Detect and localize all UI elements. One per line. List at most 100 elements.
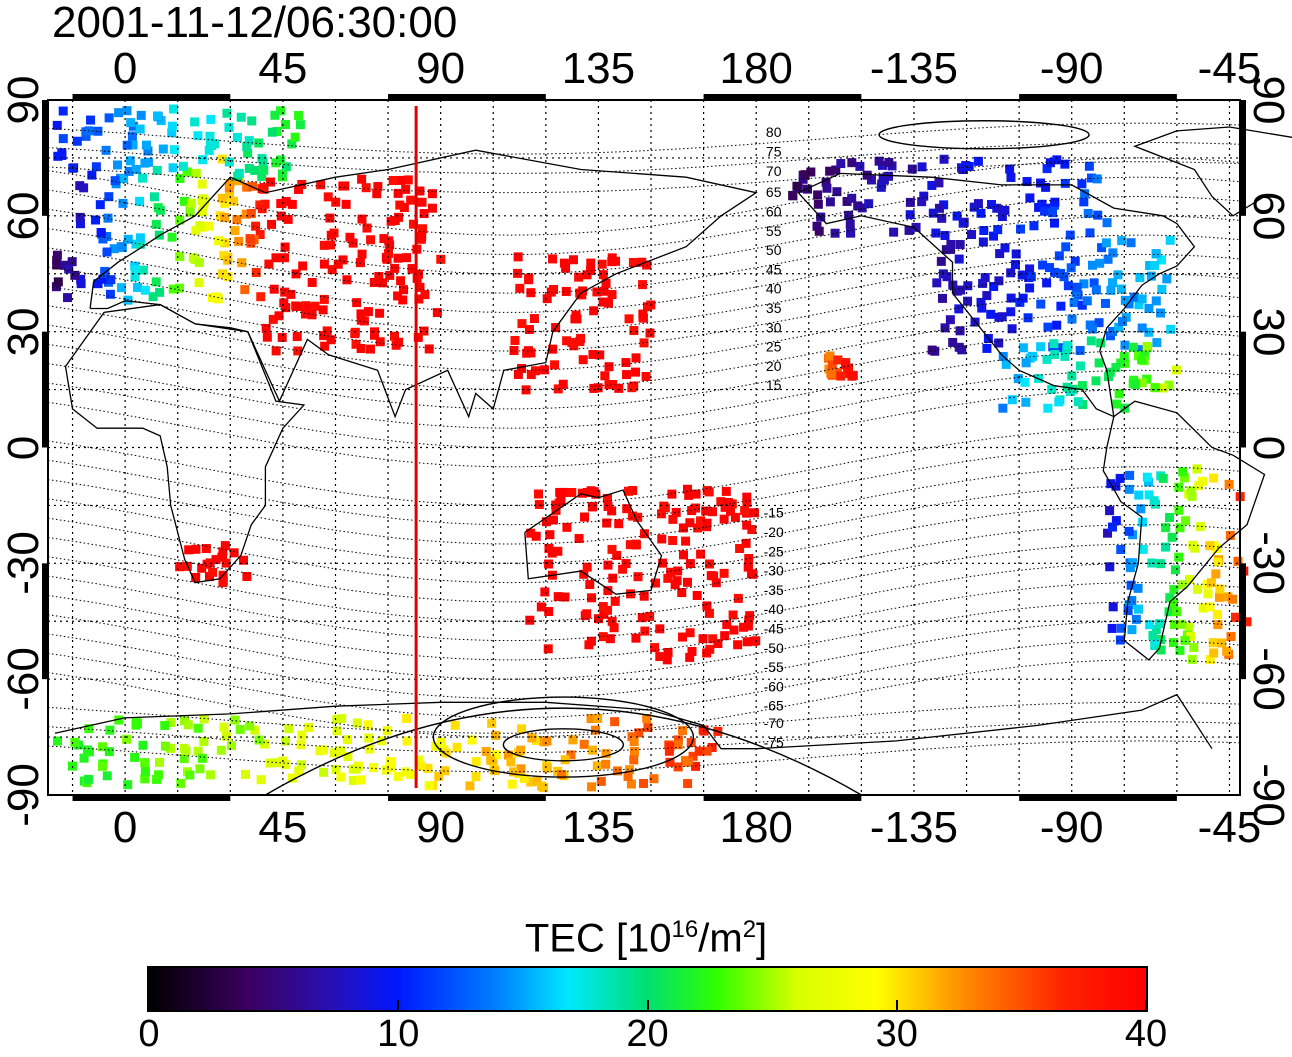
tec-cell-n-america-north — [1036, 178, 1046, 188]
tec-cell-antarctica — [386, 762, 396, 772]
tec-cell-asia-central — [283, 214, 293, 224]
tec-cell-australia — [704, 608, 714, 618]
tec-cell-antarctica — [381, 765, 391, 775]
tec-cell-europe — [79, 183, 89, 193]
tec-cell-australia — [618, 564, 628, 574]
mag-contour — [47, 620, 1241, 700]
coastline — [54, 693, 1213, 750]
tec-cell-n-america-east — [1101, 238, 1111, 248]
tec-cell-s-america — [1127, 625, 1137, 635]
tec-cell-antarctica — [601, 749, 611, 759]
tec-cell-n-america-north — [836, 159, 846, 169]
tec-cell-australia — [588, 502, 598, 512]
tec-cell-europe — [151, 277, 161, 287]
tec-cell-n-america-north — [934, 203, 944, 213]
tec-cell-arctic-europe — [198, 155, 208, 165]
tec-cell-australia — [726, 506, 736, 516]
tec-cell-europe — [197, 179, 207, 189]
tec-cell-n-america-north — [931, 228, 941, 238]
contour-label: 80 — [766, 124, 782, 140]
tec-cell-n-america-north — [928, 208, 938, 218]
tec-cell-asia-central — [362, 223, 372, 233]
tec-cell-asia-east — [553, 384, 563, 394]
tec-cell-asia-east — [586, 258, 596, 268]
tec-cell-australia — [671, 507, 681, 517]
tec-cell-asia-east — [524, 275, 534, 285]
tec-cell-australia — [655, 624, 665, 634]
tec-cell-asia-central — [419, 209, 429, 219]
tec-cell-europe — [251, 221, 261, 231]
tec-cell-caribbean — [1142, 341, 1152, 351]
contour-label: 45 — [766, 261, 782, 277]
tec-cell-europe — [207, 293, 217, 303]
tec-cell-n-america-north — [857, 203, 867, 213]
tec-cell-australia — [526, 528, 536, 538]
tec-cell-europe — [103, 213, 113, 223]
tec-cell-europe — [52, 250, 62, 260]
tec-cell-caribbean — [1001, 359, 1011, 369]
tec-cell-caribbean — [1091, 376, 1101, 386]
tec-cell-n-america-east — [1129, 292, 1139, 302]
tec-cell-asia-central — [287, 199, 297, 209]
tec-cell-antarctica — [70, 737, 80, 747]
tec-cell-antarctica — [363, 720, 373, 730]
tec-cell-s-america — [1108, 602, 1118, 612]
tec-cell-australia — [582, 562, 592, 572]
tec-cell-arctic-europe — [193, 131, 203, 141]
tec-cell-arctic-europe — [275, 155, 285, 165]
tec-cell-asia-central — [418, 224, 428, 234]
tec-cell-caribbean — [1094, 358, 1104, 368]
tec-cell-australia — [544, 559, 554, 569]
tec-cell-asia-central — [338, 255, 348, 265]
tec-cell-asia-central — [351, 339, 361, 349]
tec-cell-arctic-europe — [294, 110, 304, 120]
tec-cell-australia — [594, 614, 604, 624]
tec-cell-arctic-europe — [271, 158, 281, 168]
tec-cell-arctic-europe — [167, 128, 177, 138]
tec-cell-n-america-east — [1087, 260, 1097, 270]
tec-cell-n-america-north — [967, 230, 977, 240]
tec-cell-asia-central — [307, 310, 317, 320]
tec-cell-asia-east — [588, 349, 598, 359]
tec-cell-asia-east — [622, 370, 632, 380]
tec-cell-antarctica — [642, 713, 652, 723]
mag-contour — [47, 253, 1241, 333]
tec-cell-europe — [220, 212, 230, 222]
lat-tick-right: 60 — [1244, 191, 1292, 241]
tec-cell-europe — [168, 284, 178, 294]
tec-cell-australia — [567, 488, 577, 498]
tec-cell-europe — [229, 196, 239, 206]
tec-cell-antarctica — [281, 736, 291, 746]
tec-cell-antarctica — [686, 738, 696, 748]
tec-cell-antarctica — [702, 746, 712, 756]
mag-contour — [47, 195, 1241, 275]
tec-cell-asia-central — [375, 337, 385, 347]
tec-cell-caribbean — [1137, 355, 1147, 365]
tec-cell-europe — [106, 275, 116, 285]
tec-cell-europe — [197, 207, 207, 217]
tec-cell-n-america-east — [1007, 324, 1017, 334]
tec-cell-n-america-east — [978, 278, 988, 288]
tec-cell-n-america-north — [1077, 179, 1087, 189]
tec-cell-s-america — [1156, 635, 1166, 645]
tec-cell-antarctica — [678, 726, 688, 736]
tec-cell-n-america-east — [977, 303, 987, 313]
tec-cell-arctic-europe — [169, 104, 179, 114]
tec-cell-australia — [605, 634, 615, 644]
tec-cell-n-america-north — [855, 161, 865, 171]
tec-cell-n-america-east — [1097, 243, 1107, 253]
tec-cell-europe — [204, 221, 214, 231]
tec-cell-antarctica — [166, 718, 176, 728]
tec-cell-europe — [102, 232, 112, 242]
tec-cell-australia — [742, 498, 752, 508]
contour-label: -20 — [764, 524, 784, 540]
tec-cell-australia — [733, 640, 743, 650]
tec-cell-antarctica — [665, 757, 675, 767]
tec-cell-n-america-east — [1056, 268, 1066, 278]
tec-cell-europe — [237, 258, 247, 268]
tec-cell-antarctica — [140, 758, 150, 768]
tec-cell-s-america — [1187, 491, 1197, 501]
tec-cell-asia-central — [356, 315, 366, 325]
tec-cell-arctic-europe — [232, 132, 242, 142]
